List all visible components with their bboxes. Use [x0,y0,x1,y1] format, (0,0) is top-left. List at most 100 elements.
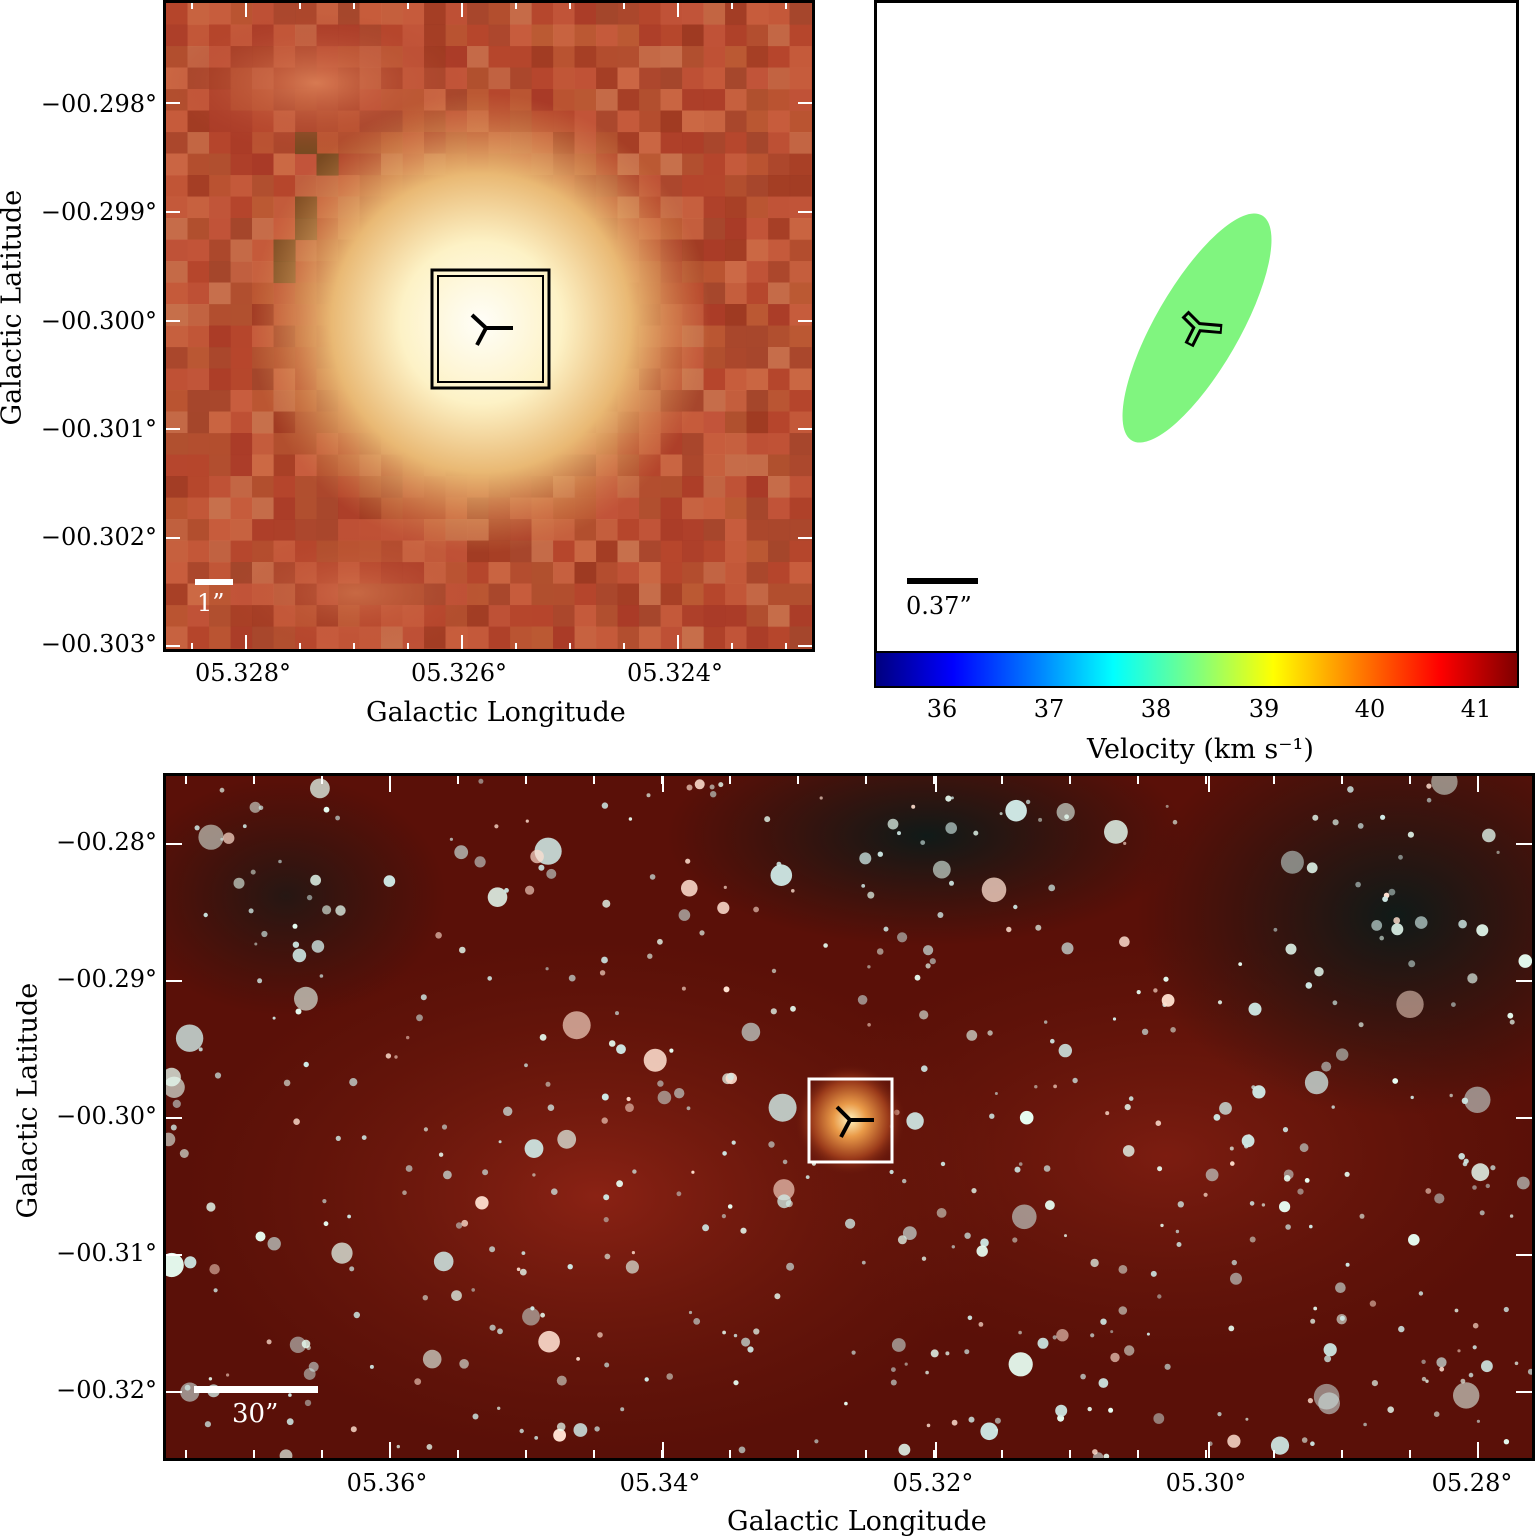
panel-a-pixel [187,196,210,219]
star [292,948,307,963]
star [951,1245,955,1249]
panel-a-pixel [789,519,812,542]
star [643,1048,667,1072]
panel-a-pixel [424,3,447,26]
colorbar-tick: 36 [926,695,958,723]
panel-a-pixel [725,239,748,262]
panel-a-pixel [703,3,726,26]
panel-a-pixel [209,153,232,176]
panel-a-pixel [187,626,210,649]
star [272,1016,276,1020]
panel-a-pixel [531,24,554,47]
star [1080,1373,1086,1380]
star [1019,1110,1034,1125]
star [1177,1201,1184,1208]
star [1433,1411,1440,1417]
panel-a-pixel [166,519,189,542]
panel-a-pixel [703,411,726,434]
panel-a-pixel [273,153,296,176]
panel-a-pixel [682,46,705,69]
star [438,1152,444,1157]
panel-a-pixel [252,497,275,520]
panel-a-pixel [660,153,683,176]
star [310,778,330,799]
panel-a-pixel [746,433,769,456]
star [951,1419,958,1426]
star [1509,1214,1514,1218]
panel-a-pixel [596,67,619,90]
panel-a-pixel [725,153,748,176]
star [978,1322,984,1327]
star [519,1268,527,1276]
panel-a-pixel [789,390,812,413]
star [233,877,245,889]
panel-a-pixel [166,562,189,585]
star [1313,1383,1340,1410]
star [402,1190,407,1195]
star [1248,1002,1262,1016]
panel-c-image [163,773,1535,1461]
star [1425,1379,1429,1383]
panel-a-pixel [789,626,812,649]
panel-a-pixel [166,24,189,47]
panel-c-canvas [166,776,1532,1458]
panel-a-pixel [789,110,812,133]
panel-a-pixel [703,562,726,585]
star [1306,862,1318,874]
star [1064,1234,1067,1238]
star [416,1014,423,1022]
star [904,1362,908,1366]
panel-a-pixel [725,89,748,112]
star [1449,1093,1453,1098]
panel-a-pixel [252,476,275,499]
panel-a-pixel [682,3,705,26]
panel-a-pixel [209,218,232,241]
panel-a-pixel [768,368,791,391]
panel-a-pixel [596,626,619,649]
star [1110,1352,1120,1363]
panel-a-pixel [639,562,662,585]
panel-a-pixel [230,282,253,305]
star [435,932,442,939]
panel-a-pixel [187,540,210,563]
panel-a-pixel [725,626,748,649]
panel-a-pixel [316,497,339,520]
star [1018,1162,1023,1166]
panel-a-pixel [660,583,683,606]
star [322,905,332,915]
panel-a-pixel [768,46,791,69]
panel-a-pixel [746,132,769,155]
panel-a-pixel [488,24,511,47]
panel-a-pixel [574,562,597,585]
panel-a-pixel [230,196,253,219]
star [1270,1436,1290,1455]
panel-a-pixel [639,46,662,69]
panel-a-pixel [574,3,597,26]
star [394,1055,398,1059]
star [722,1151,727,1156]
star [721,1214,727,1219]
panel-a-pixel [230,3,253,26]
panel-a-pixel [166,304,189,327]
star [1467,973,1478,984]
star [1393,917,1401,924]
panel-a-pixel [639,605,662,628]
panel-a-pixel [768,89,791,112]
panel-a-pixel [209,261,232,284]
star [723,986,730,993]
star [319,974,324,978]
star [731,1140,736,1145]
panel-a-pixel [682,562,705,585]
star [1369,1300,1377,1307]
panel-a-pixel [725,132,748,155]
panel-a-pixel [531,3,554,26]
panel-a-pixel [166,433,189,456]
panel-a-pixel [682,476,705,499]
panel-a-pixel [617,3,640,26]
panel-a-pixel [230,175,253,198]
panel-a-pixel [789,89,812,112]
star [1323,1343,1337,1357]
panel-a-pixel [187,390,210,413]
star [786,1262,795,1271]
tri-marker-icon [470,313,513,346]
